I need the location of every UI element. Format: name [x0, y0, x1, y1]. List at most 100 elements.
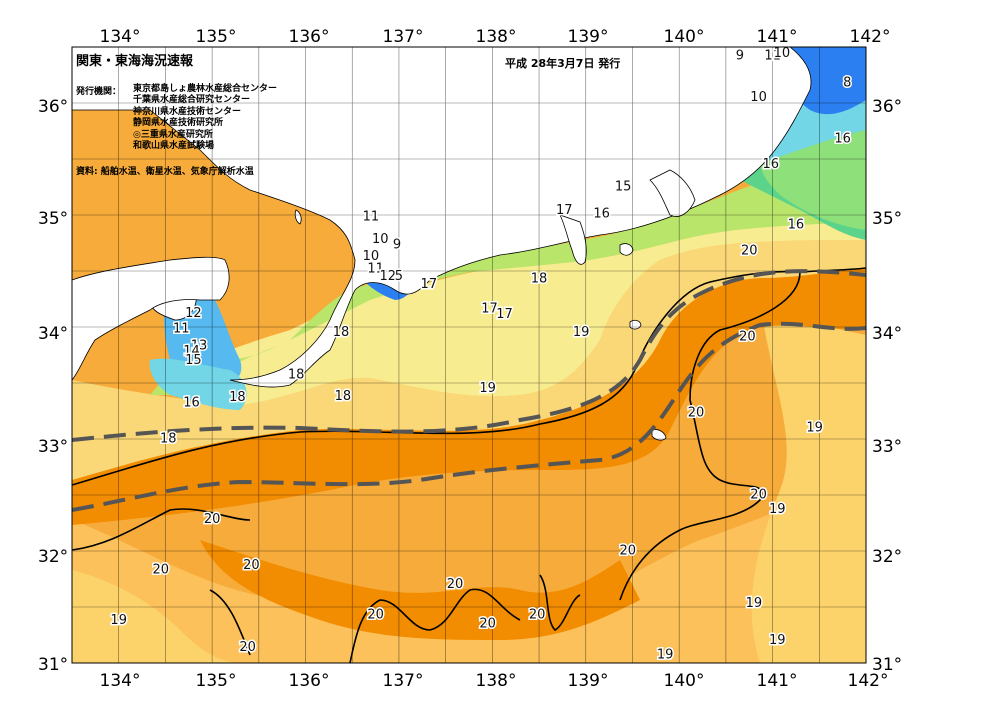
isotherm-label: 16 [183, 396, 200, 411]
isotherm-label: 17 [556, 203, 573, 218]
longitude-ticks-bottom: 134° 135° 136° 137° 138° 139° 140° 141° … [100, 671, 889, 691]
lat-tick-left: 33° [38, 437, 68, 457]
isotherm-label: 16 [762, 157, 779, 172]
land-izu-peninsula [559, 214, 587, 265]
land-oshima [619, 243, 634, 256]
lon-tick-bottom: 137° [383, 671, 424, 691]
isotherm-20-south-c [349, 588, 521, 663]
southwest-mild-zone [72, 570, 240, 663]
isotherm-label: 19 [573, 325, 590, 340]
isotherm-20-south-d [539, 574, 581, 631]
isotherm-label: 10 [774, 46, 791, 61]
isotherm-label: 16 [593, 206, 610, 221]
map-frame [71, 46, 867, 664]
isotherm-label: 17 [496, 307, 513, 322]
isotherm-label: 20 [750, 488, 767, 503]
isotherm-label: 13 [191, 339, 208, 354]
isotherm-label: 15 [615, 180, 632, 195]
isotherm-label: 19 [769, 633, 786, 648]
isotherm-label: 19 [657, 648, 674, 663]
lat-tick-right: 35° [872, 209, 902, 229]
lon-tick-bottom: 138° [476, 671, 517, 691]
isotherm-label: 20 [479, 616, 496, 631]
isotherm-label: 20 [243, 558, 260, 573]
isotherm-label: 18 [288, 368, 305, 383]
isotherm-label: 20 [367, 607, 384, 622]
graticule [72, 47, 866, 663]
isotherm-label: 19 [769, 502, 786, 517]
isotherm-label: 20 [688, 406, 705, 421]
isotherm-label: 20 [204, 512, 221, 527]
issuer-agency: ◎三重県水産研究所 [133, 129, 213, 140]
isotherm-label: 18 [333, 325, 350, 340]
isotherm-20-south-b [209, 589, 251, 656]
kuroshio-axis-north [72, 269, 866, 442]
issuer-agency: 静岡県水産技術研究所 [133, 118, 224, 129]
isotherm-label: 11 [173, 322, 190, 337]
isotherm-label: 11 [764, 48, 781, 63]
lon-tick-top: 139° [568, 27, 609, 47]
lat-tick-right: 33° [872, 437, 902, 457]
issuer-list: 東京都島しょ農林水産総合センター 千葉県水産総合研究センター 神奈川県水産技術セ… [133, 84, 277, 152]
lon-tick-bottom: 135° [196, 671, 237, 691]
isotherm-label: 18 [160, 432, 177, 447]
isotherm-label: 20 [152, 563, 169, 578]
lon-tick-bottom: 139° [568, 671, 609, 691]
isotherm-label: 19 [806, 420, 823, 435]
lat-tick-left: 32° [38, 547, 68, 567]
isotherm-label: 9 [393, 238, 401, 253]
isotherm-label: 20 [741, 243, 758, 258]
isotherm-label: 8 [843, 75, 851, 90]
isotherm-label: 11 [367, 261, 384, 276]
isotherm-label: 18 [229, 390, 246, 405]
eastern-cool-zone [760, 130, 866, 230]
isotherm-label: 10 [750, 90, 767, 105]
isotherm-label: 5 [395, 269, 403, 284]
isotherm-label: 16 [788, 218, 805, 233]
isotherm-label: 12 [379, 269, 396, 284]
isotherm-label: 19 [479, 381, 496, 396]
issuer-label: 発行機関： [76, 87, 122, 97]
isotherm-label: 17 [421, 277, 438, 292]
land-shikoku [72, 256, 230, 381]
isotherm-label: 11 [363, 210, 380, 225]
isotherm-label: 19 [110, 613, 127, 628]
lat-tick-left: 34° [38, 324, 68, 344]
lon-tick-top: 141° [757, 27, 798, 47]
isotherm-20-north [72, 267, 866, 486]
issue-date: 平成 28年3月7日 発行 [505, 57, 621, 70]
lon-tick-top: 137° [383, 27, 424, 47]
land-boso-peninsula [649, 169, 696, 217]
lat-tick-right: 36° [872, 97, 902, 117]
isotherm-20-south-a [72, 508, 251, 551]
isotherm-label: 15 [185, 353, 202, 368]
isotherm-label: 20 [739, 330, 756, 345]
land-kii-peninsula [72, 47, 812, 388]
southeast-mild-zone [751, 300, 866, 663]
kuroshio-axis-south [72, 321, 866, 512]
isotherm-label: 19 [746, 596, 763, 611]
isotherm-label: 10 [372, 232, 389, 247]
lon-tick-top: 142° [850, 27, 891, 47]
isotherm-label: 14 [183, 344, 200, 359]
isotherm-label: 18 [335, 389, 352, 404]
southern-mild-zone [72, 480, 866, 663]
lat-tick-left: 35° [38, 209, 68, 229]
lon-tick-top: 134° [100, 27, 141, 47]
issuer-agency: 和歌山県水産試験場 [133, 141, 215, 152]
latitude-ticks-left: 36° 35° 34° 33° 32° 31° [38, 97, 68, 675]
longitude-ticks-top: 134° 135° 136° 137° 138° 139° 140° 141° … [100, 27, 891, 47]
kuroshio-south-core [200, 540, 640, 640]
lat-tick-right: 32° [872, 547, 902, 567]
lon-tick-bottom: 140° [664, 671, 705, 691]
isotherm-label: 12 [185, 306, 202, 321]
isotherm-label: 20 [239, 640, 256, 655]
lat-tick-right: 34° [872, 324, 902, 344]
lon-tick-bottom: 142° [848, 671, 889, 691]
report-title: 関東・東海海況速報 [76, 54, 194, 69]
isotherm-label: 16 [834, 131, 851, 146]
coastal-cool-zone [150, 160, 866, 395]
lon-tick-top: 138° [476, 27, 517, 47]
